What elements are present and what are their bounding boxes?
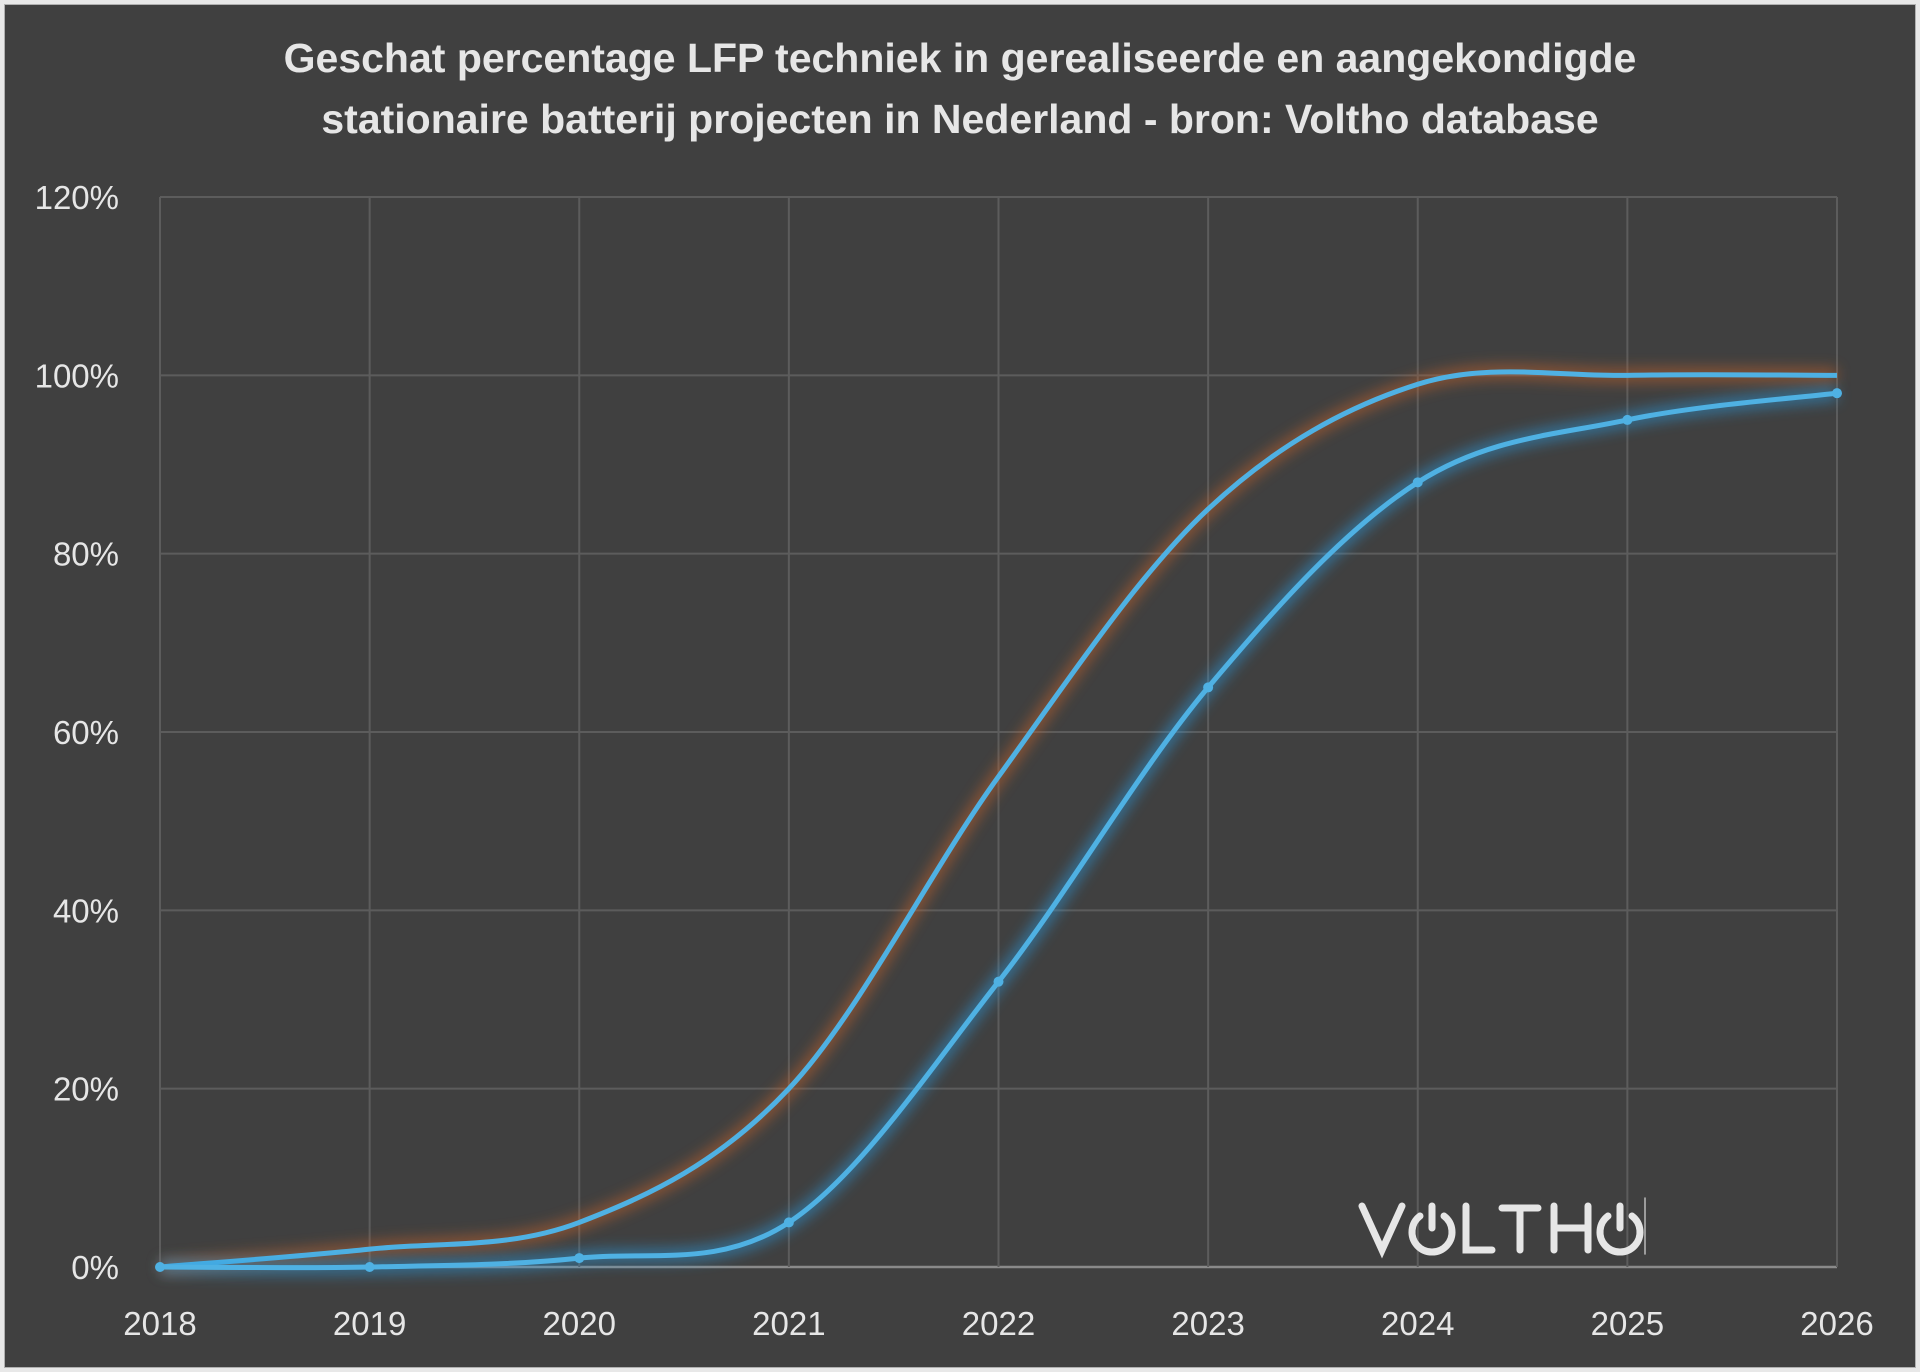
x-tick-label: 2025: [1591, 1305, 1664, 1342]
data-point-lower: [364, 1262, 375, 1272]
data-point-lower: [1622, 414, 1633, 425]
x-tick-label: 2021: [752, 1305, 825, 1342]
voltho-logo: [1358, 1197, 1646, 1259]
chart-title-line-2: stationaire batterij projecten in Nederl…: [321, 96, 1598, 142]
y-tick-label: 60%: [53, 714, 119, 751]
x-tick-label: 2024: [1381, 1305, 1454, 1342]
chart-frame: [4, 4, 1916, 1368]
y-tick-label: 40%: [53, 892, 119, 929]
data-point-lower: [155, 1262, 165, 1272]
y-tick-label: 100%: [35, 357, 119, 394]
y-tick-label: 80%: [53, 536, 119, 573]
data-point-lower: [574, 1253, 585, 1264]
y-tick-label: 120%: [35, 179, 119, 216]
y-tick-label: 20%: [53, 1071, 119, 1108]
x-tick-label: 2020: [543, 1305, 616, 1342]
x-tick-label: 2018: [123, 1305, 196, 1342]
series-line-upper: [159, 369, 1838, 1270]
x-tick-label: 2022: [962, 1305, 1035, 1342]
x-tick-label: 2023: [1171, 1305, 1244, 1342]
data-point-lower: [783, 1217, 794, 1228]
data-point-lower: [1832, 388, 1842, 399]
data-point-lower: [993, 976, 1004, 987]
x-tick-label: 2019: [333, 1305, 406, 1342]
data-point-lower: [1412, 477, 1423, 488]
x-tick-label: 2026: [1800, 1305, 1873, 1342]
y-tick-label: 0%: [71, 1249, 119, 1286]
chart-title-line-1: Geschat percentage LFP techniek in gerea…: [284, 35, 1637, 81]
data-point-lower: [1203, 682, 1214, 693]
series-line-lower: [159, 390, 1838, 1271]
